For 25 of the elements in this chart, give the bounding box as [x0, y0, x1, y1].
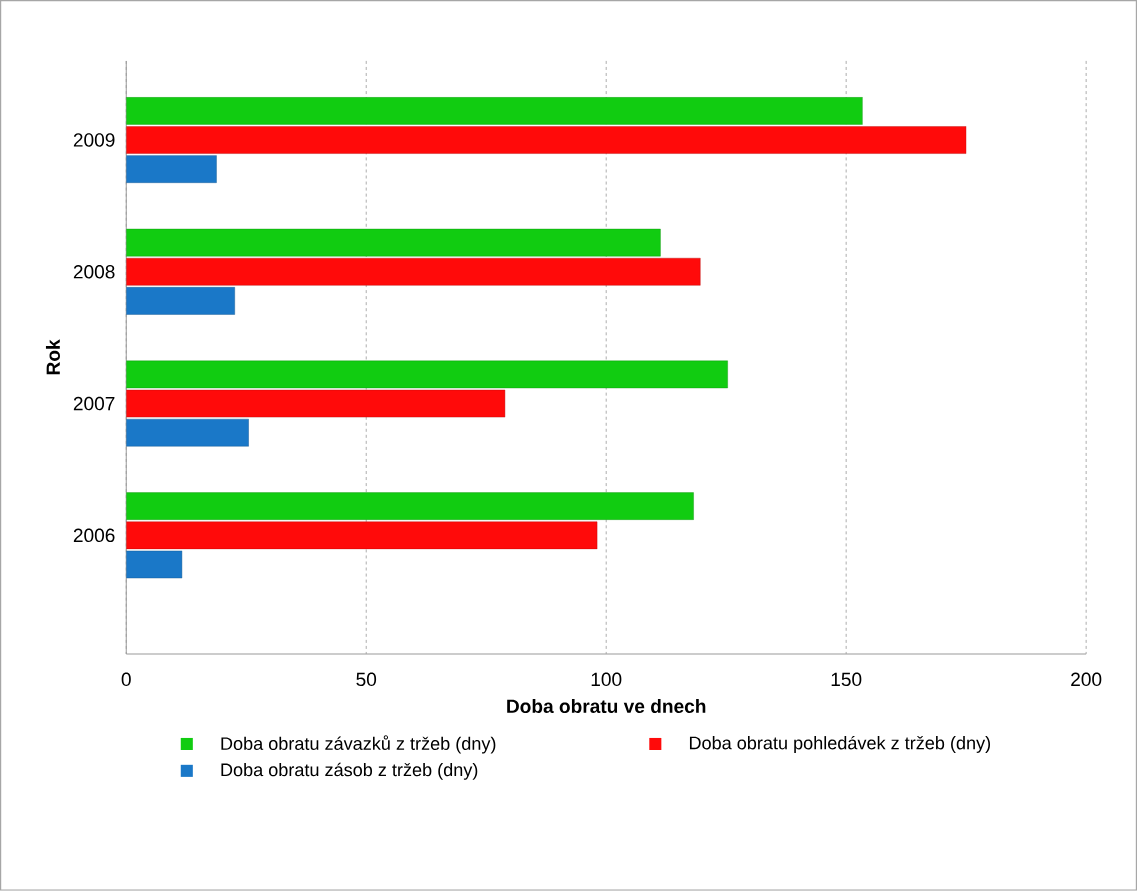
legend-label: Doba obratu závazků z tržeb (dny) — [221, 735, 496, 754]
x-tick-label: 50 — [356, 672, 377, 687]
y-tick-label: 2006 — [73, 528, 115, 543]
bar — [126, 360, 728, 389]
bar — [126, 389, 506, 418]
bar — [126, 155, 217, 184]
x-tick-label: 100 — [591, 672, 622, 687]
bar — [126, 492, 694, 521]
bar — [126, 126, 967, 154]
bar — [126, 287, 235, 315]
x-tick-label: 0 — [121, 672, 131, 687]
x-tick-label: 150 — [831, 672, 862, 687]
bar — [126, 228, 661, 257]
legend-label: Doba obratu zásob z tržeb (dny) — [221, 762, 478, 780]
x-tick-label: 200 — [1071, 672, 1102, 687]
bar — [126, 419, 249, 447]
y-tick-label: 2008 — [73, 265, 115, 279]
legend-label: Doba obratu pohledávek z tržeb (dny) — [689, 736, 991, 754]
y-tick-label: 2009 — [73, 133, 115, 147]
y-tick-label: 2007 — [73, 396, 115, 411]
bar — [126, 521, 598, 550]
bar — [126, 97, 863, 125]
x-axis-title: Doba obratu ve dnech — [507, 699, 706, 714]
bar — [126, 258, 701, 286]
y-axis-title: Rok — [45, 339, 60, 375]
